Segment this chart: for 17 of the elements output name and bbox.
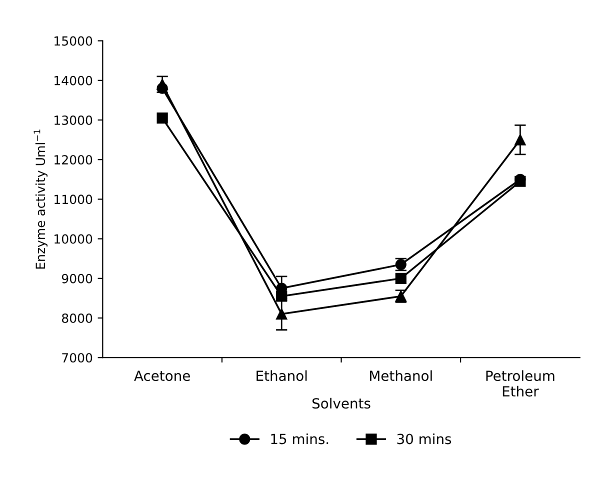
- legend-label: 15 mins.: [271, 433, 328, 444]
- y-tick-label: 12000: [54, 155, 92, 165]
- y-tick-label: 9000: [62, 274, 92, 284]
- y-axis-title: Enzyme activity Uml$^{−1}$: [34, 130, 48, 269]
- y-tick-label: 8000: [62, 313, 92, 323]
- y-tick-label: 10000: [54, 234, 92, 244]
- x-tick-label: Ethanol: [256, 370, 307, 382]
- y-tick-label: 14000: [54, 76, 92, 86]
- y-tick-label: 11000: [54, 194, 92, 204]
- y-tick-label: 15000: [54, 36, 92, 46]
- x-tick-label: Petroleum Ether: [486, 370, 554, 397]
- y-tick-label: 7000: [62, 353, 92, 363]
- x-tick-label: Acetone: [134, 370, 190, 382]
- y-tick-label: 13000: [54, 115, 92, 125]
- x-tick-label: Methanol: [370, 370, 432, 382]
- legend-label: 30 mins: [397, 433, 452, 444]
- x-axis-title: Solvents: [312, 398, 370, 409]
